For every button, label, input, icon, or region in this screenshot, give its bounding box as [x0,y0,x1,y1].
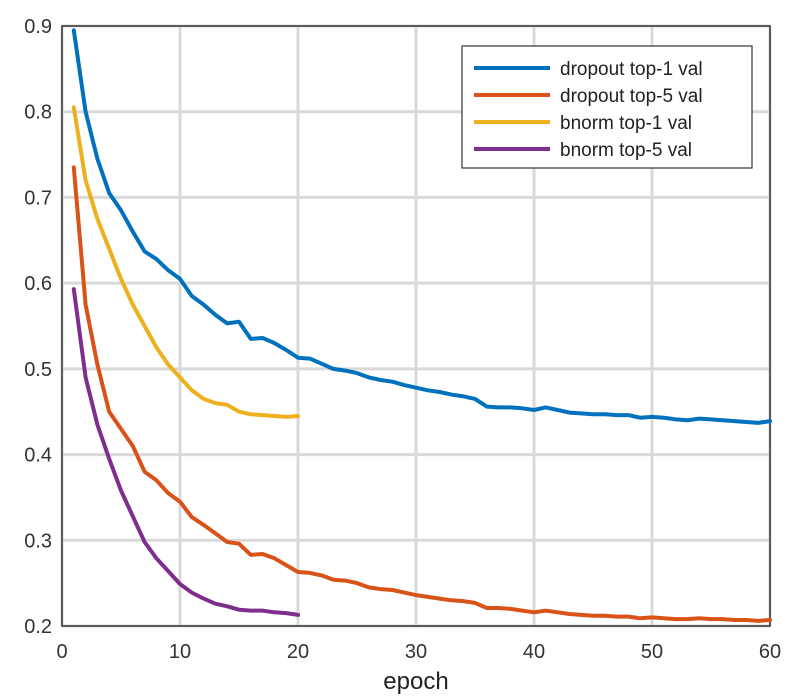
legend: dropout top-1 val dropout top-5 val bnorm … [461,45,753,169]
x-axis-label: epoch [383,668,448,695]
plot-frame [61,25,771,627]
x-tick-label: 50 [641,641,663,663]
x-tick-label: 10 [169,641,191,663]
x-tick-label: 60 [759,641,781,663]
series-lines [71,28,772,623]
y-tick-label: 0.8 [24,102,52,124]
y-tick-label: 0.9 [24,16,52,38]
x-tick-label: 20 [287,641,309,663]
legend-label-4: bnorm top-5 val [560,140,692,161]
y-tick-label: 0.6 [24,273,52,295]
legend-label-3: bnorm top-1 val [560,113,692,134]
y-tick-label: 0.4 [24,445,52,467]
legend-label-2: dropout top-5 val [560,86,703,107]
y-tick-label: 0.5 [24,359,52,381]
x-tick-label: 0 [56,641,67,663]
legend-label-1: dropout top-1 val [560,59,703,80]
series-line-4 [71,287,300,617]
y-tick-label: 0.7 [24,187,52,209]
x-tick-label: 40 [523,641,545,663]
series-line-3 [71,105,300,419]
y-tick-label: 0.2 [24,616,52,638]
tick-labels: 0 10 20 30 40 50 60 0.2 0.3 0.4 0.5 0.6 0.7 0.8 0.9 [24,16,781,663]
series-line-1 [71,28,772,425]
x-tick-label: 30 [405,641,427,663]
y-tick-label: 0.3 [24,530,52,552]
series-line-2 [71,165,772,623]
